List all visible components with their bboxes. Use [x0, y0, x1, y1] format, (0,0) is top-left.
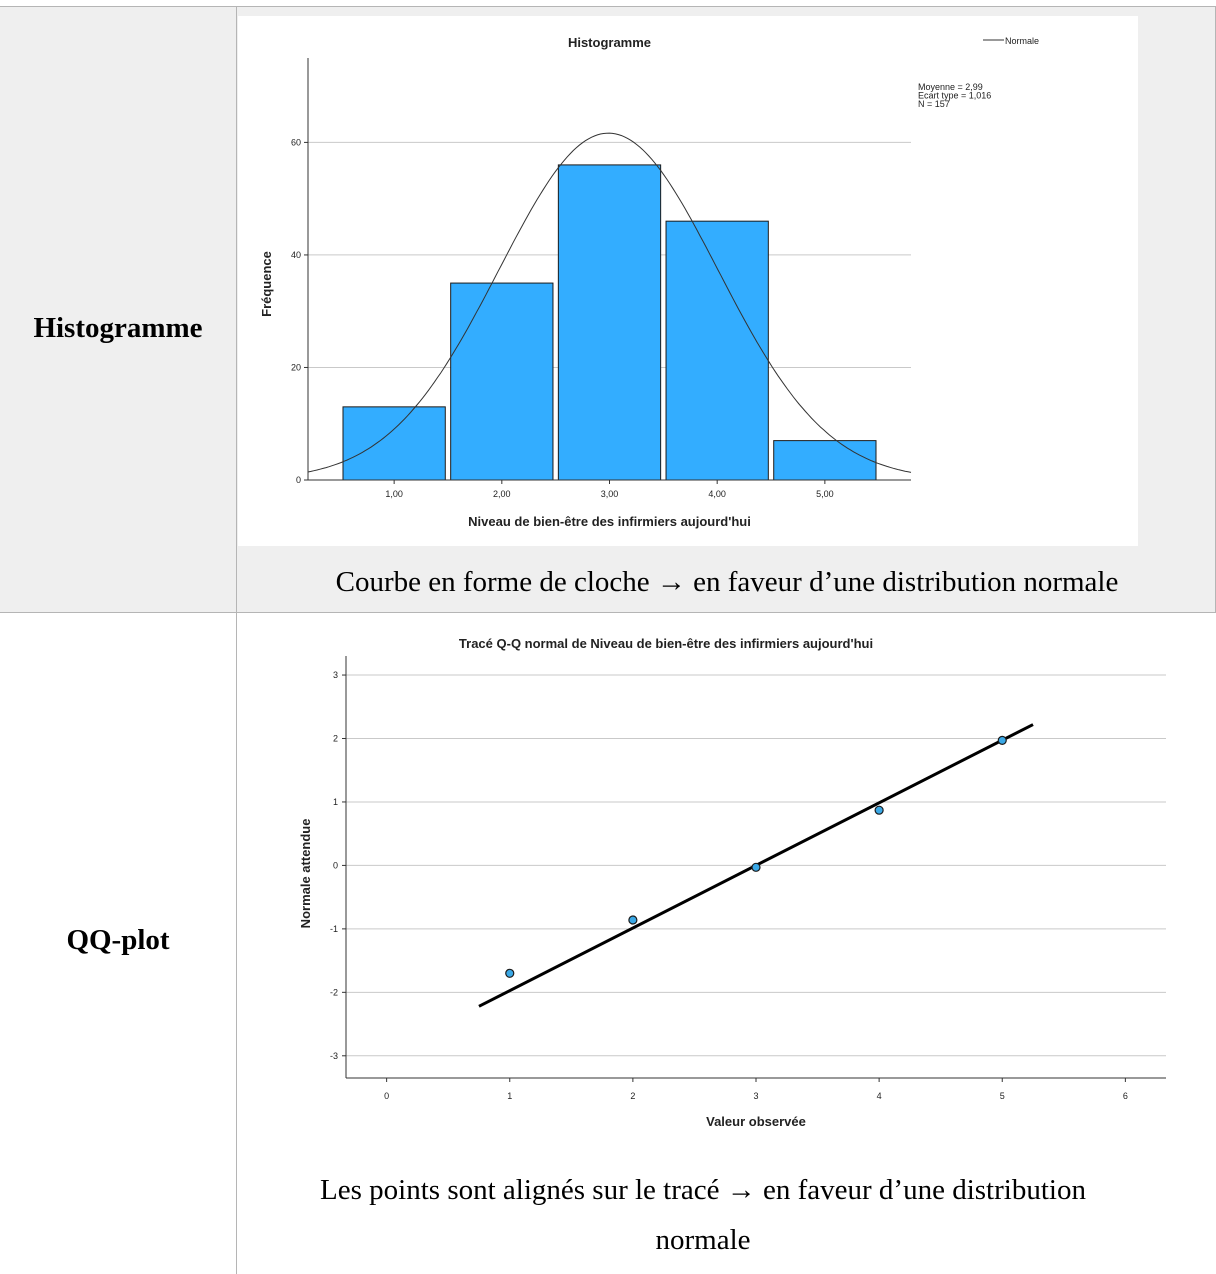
table-border-top	[0, 6, 1216, 7]
x-axis-label: Niveau de bien-être des infirmiers aujou…	[468, 514, 751, 529]
y-tick-label: 1	[333, 797, 338, 807]
y-tick-label: 2	[333, 733, 338, 743]
x-tick-label: 2,00	[493, 489, 511, 499]
x-tick-label: 3	[753, 1091, 758, 1101]
normal-curve	[307, 132, 912, 473]
y-tick-label: 60	[291, 137, 301, 147]
y-tick-label: 0	[333, 860, 338, 870]
y-tick-label: 0	[296, 475, 301, 485]
y-tick-label: -2	[330, 987, 338, 997]
qq-point	[628, 915, 638, 925]
x-tick-label: 1,00	[385, 489, 403, 499]
x-tick-label: 1	[507, 1091, 512, 1101]
histogram-bar	[557, 164, 662, 481]
qqplot-caption-line1: Les points sont alignés sur le tracé → e…	[320, 1174, 1086, 1206]
legend-label: Normale	[1005, 36, 1039, 46]
x-tick-label: 3,00	[601, 489, 619, 499]
row-label-histogram: Histogramme	[33, 312, 203, 344]
y-axis-label: Normale attendue	[298, 819, 313, 929]
histogram-bar	[450, 282, 554, 481]
x-axis-label: Valeur observée	[706, 1114, 806, 1129]
x-tick-label: 5	[1000, 1091, 1005, 1101]
y-tick-label: 3	[333, 670, 338, 680]
x-tick-label: 4,00	[708, 489, 726, 499]
x-tick-label: 4	[877, 1091, 882, 1101]
histogram-svg: Histogramme 0 20 40 60 1,00 2,00 3,00 4,00 5,00 Ni…	[259, 35, 1039, 529]
x-tick-label: 0	[384, 1091, 389, 1101]
x-tick-label: 2	[630, 1091, 635, 1101]
histogram-bar	[773, 440, 877, 481]
y-tick-label: 40	[291, 250, 301, 260]
qqplot-chart: Tracé Q-Q normal de Niveau de bien-être …	[238, 626, 1208, 1136]
histogram-chart: Histogramme 0 20 40 60 1,00 2,00 3,00 4,00 5,00 Ni…	[238, 16, 1138, 546]
qq-point	[505, 968, 515, 978]
y-tick-label: 20	[291, 362, 301, 372]
qq-point	[874, 805, 884, 815]
table-column-divider	[236, 6, 237, 1274]
table-row-qqplot	[0, 612, 1216, 1274]
row-label-qqplot: QQ-plot	[66, 924, 170, 956]
histogram-bar	[342, 406, 446, 481]
y-axis-label: Fréquence	[259, 251, 274, 317]
qq-point	[997, 735, 1007, 746]
table-border-middle	[0, 612, 1216, 613]
y-tick-label: -3	[330, 1051, 338, 1061]
qq-point	[751, 862, 761, 872]
stats-text: Ecart type = 1,016	[918, 91, 991, 101]
qqplot-caption-line2: normale	[655, 1224, 751, 1256]
x-tick-label: 6	[1123, 1091, 1128, 1101]
y-tick-label: -1	[330, 924, 338, 934]
chart-title: Tracé Q-Q normal de Niveau de bien-être …	[459, 636, 873, 651]
chart-title: Histogramme	[568, 35, 651, 50]
qqplot-svg: Tracé Q-Q normal de Niveau de bien-être …	[298, 636, 1166, 1129]
histogram-bar	[665, 220, 769, 481]
stats-text: N = 157	[918, 99, 950, 109]
histogram-caption: Courbe en forme de cloche → en faveur d’…	[335, 566, 1119, 598]
stats-text: Moyenne = 2,99	[918, 82, 983, 92]
x-tick-label: 5,00	[816, 489, 834, 499]
